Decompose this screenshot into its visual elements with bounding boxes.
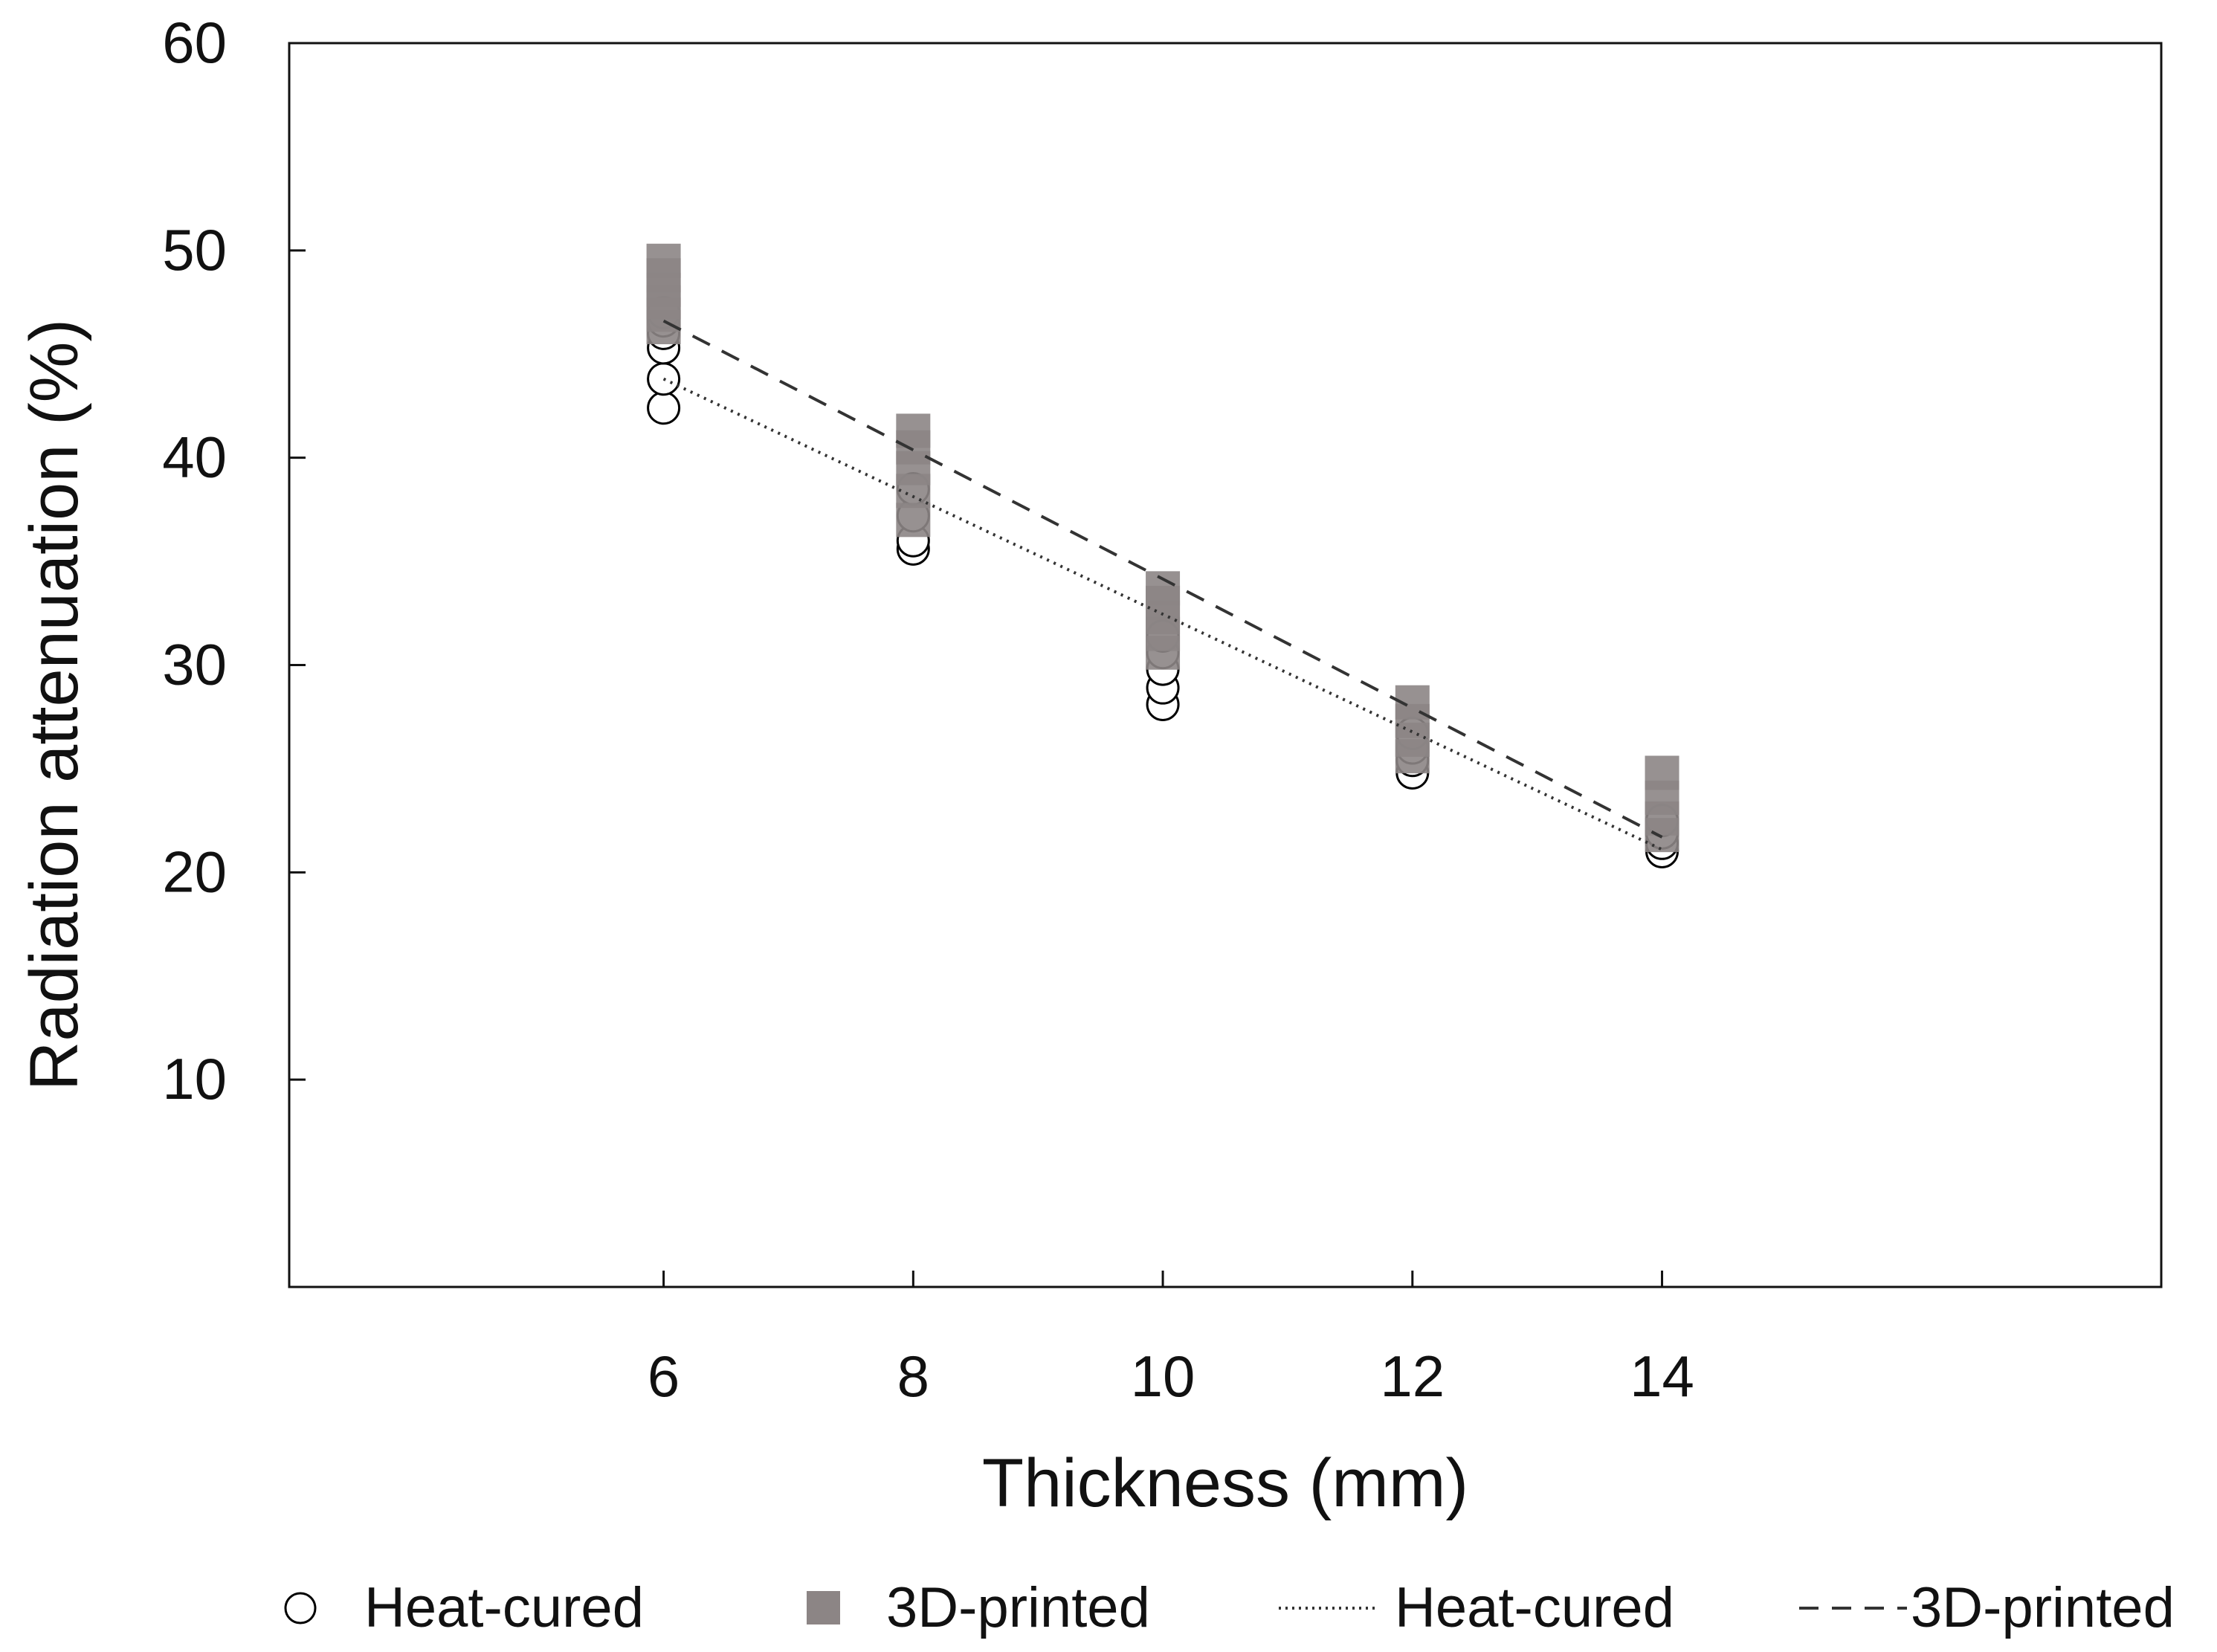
fit-line-3d-printed	[662, 319, 1663, 839]
legend-label-3d-printed-fit: 3D-printed	[1911, 1576, 2175, 1639]
y-tick-label: 40	[162, 425, 227, 490]
data-point-3d-printed	[646, 243, 681, 278]
fit-lines	[662, 319, 1663, 851]
data-point-heat-cured	[647, 391, 681, 425]
data-point-3d-printed	[1146, 571, 1181, 606]
data-points	[646, 243, 1679, 868]
fit-line-heat-cured	[662, 377, 1663, 851]
y-tick-label: 20	[162, 839, 227, 904]
y-tick-label: 30	[162, 632, 227, 697]
plot-frame	[288, 42, 2163, 1288]
y-axis-label: Radiation attenuation (%)	[16, 319, 92, 1091]
x-tick-label: 12	[1380, 1343, 1445, 1409]
legend-label-heat-cured-fit: Heat-cured	[1395, 1576, 1674, 1639]
x-tick-label: 10	[1131, 1343, 1195, 1409]
legend-marker-3d-printed-points	[807, 1591, 840, 1624]
x-axis: 6 8 10 12 14	[648, 1271, 1694, 1409]
legend-label-heat-cured-points: Heat-cured	[364, 1576, 644, 1639]
legend-label-3d-printed-points: 3D-printed	[886, 1576, 1150, 1639]
x-tick-label: 8	[897, 1343, 929, 1409]
y-tick-label: 60	[162, 10, 227, 75]
y-axis: 10 20 30 40 50 60	[162, 10, 306, 1111]
y-tick-label: 50	[162, 217, 227, 283]
data-point-3d-printed	[896, 503, 931, 538]
legend-marker-heat-cured-points	[284, 1592, 317, 1624]
x-tick-label: 6	[648, 1343, 680, 1409]
data-point-3d-printed	[1645, 755, 1679, 790]
x-tick-label: 14	[1630, 1343, 1694, 1409]
data-point-3d-printed	[896, 413, 931, 448]
legend: Heat-cured 3D-printed Heat-cured 3D-prin…	[284, 1576, 2175, 1639]
x-axis-label: Thickness (mm)	[982, 1445, 1468, 1521]
y-tick-label: 10	[162, 1046, 227, 1111]
data-point-heat-cured	[647, 362, 681, 396]
